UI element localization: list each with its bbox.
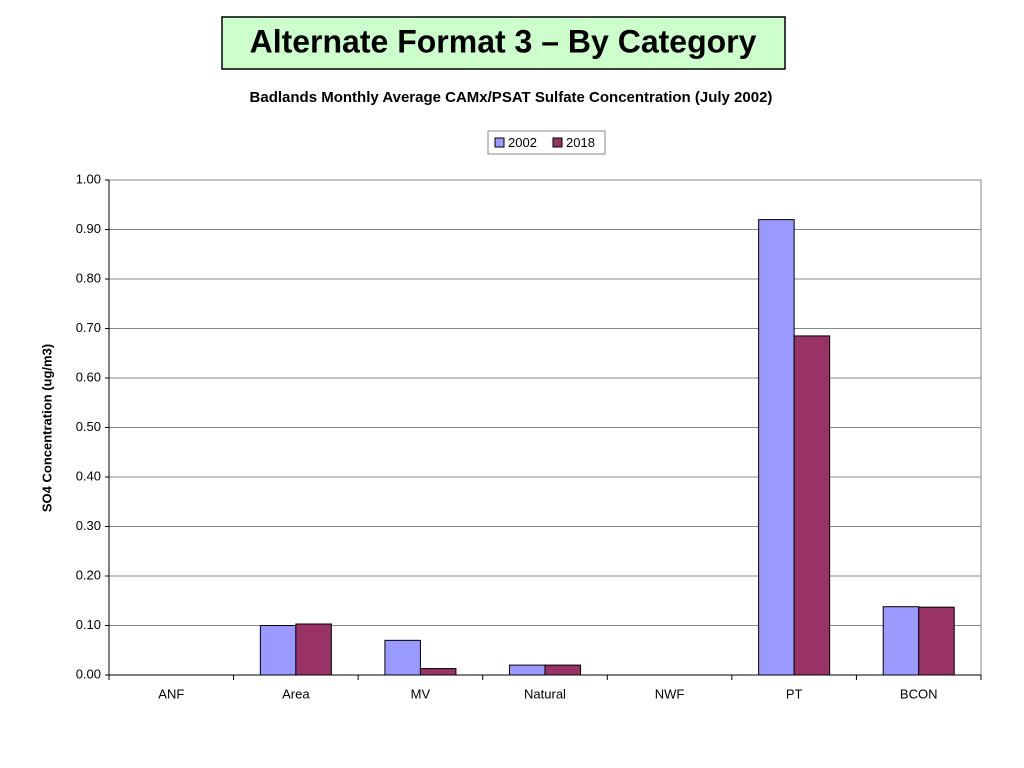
y-tick-label: 0.60 [76,369,101,384]
x-tick-label: PT [786,686,803,701]
bar [793,335,831,676]
y-tick-label: 0.30 [76,518,101,533]
bar [758,219,795,676]
slide-title: Alternate Format 3 – By Category [250,23,757,59]
legend-box [487,130,606,155]
legend-swatch [552,137,563,148]
title-box [221,16,786,70]
y-tick-label: 0.50 [76,419,101,434]
y-tick-label: 0.90 [76,221,101,236]
y-tick-label: 1.00 [76,171,101,186]
y-tick-label: 0.70 [76,320,101,335]
y-tick-label: 0.20 [76,567,101,582]
legend-label: 2018 [566,135,595,150]
bar [508,664,546,676]
y-tick-label: 0.80 [76,270,101,285]
x-tick-label: MV [411,686,431,701]
bar [295,623,332,676]
bar [882,606,920,676]
bar [259,625,297,676]
x-tick-label: BCON [900,686,938,701]
bar [419,668,457,676]
x-tick-label: ANF [158,686,184,701]
bar [384,639,421,676]
chart-title: Badlands Monthly Average CAMx/PSAT Sulfa… [250,89,773,106]
bar [918,606,955,676]
x-tick-label: Area [282,686,310,701]
bar [544,664,582,676]
y-tick-label: 0.40 [76,468,101,483]
y-tick-label: 0.00 [76,666,101,681]
x-tick-label: NWF [655,686,685,701]
y-tick-label: 0.10 [76,617,101,632]
legend-swatch [494,137,505,148]
y-axis-title: SO4 Concentration (ug/m3) [39,344,54,512]
legend-label: 2002 [508,135,537,150]
x-tick-label: Natural [524,686,566,701]
